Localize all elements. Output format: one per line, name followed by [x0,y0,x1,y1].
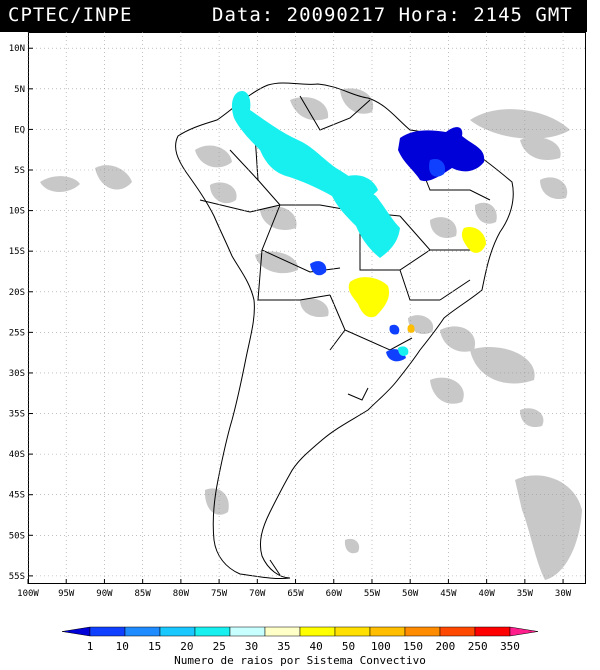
legend-label: 20 [180,640,193,653]
legend-swatch [61,626,91,637]
system-amazon-north-cyan [231,90,400,258]
legend-labels: 1 10 15 20 25 30 35 40 50 100 150 200 250 350 [87,640,520,653]
system-bolivia-blue [310,261,327,276]
legend-label: 50 [342,640,355,653]
system-mato-grosso-sul-yellow [348,277,390,318]
longitude-label: 55W [364,589,381,599]
latitude-label: 10S [9,207,25,217]
longitude-label: 100W [17,589,39,599]
longitude-label: 90W [96,589,113,599]
legend-swatch [124,626,161,637]
latitude-label: 30S [9,369,25,379]
legend-swatch [194,626,231,637]
title-bar: CPTEC/INPE Data: 20090217 Hora: 2145 GMT [0,0,587,32]
cloud-cover-layer [40,88,582,580]
legend-label: 15 [148,640,161,653]
longitude-labels: 100W 95W 90W 85W 80W 75W 70W 65W 60W 55W 50W 45W 40W… [17,579,572,599]
latitude-label: 40S [9,450,25,460]
latitude-label: 5S [14,166,25,176]
latitude-label: 45S [9,491,25,501]
lat-lon-grid [27,32,586,584]
legend-swatch [299,626,336,637]
legend-label: 35 [277,640,290,653]
system-central-brazil-cyan [342,175,378,199]
latitude-label: 55S [9,572,25,582]
legend-swatch [404,626,441,637]
system-santa-catarina-cyan [398,346,409,356]
legend-label: 250 [468,640,488,653]
legend-swatch [369,626,406,637]
legend-swatch [264,626,301,637]
longitude-label: 85W [135,589,152,599]
latitude-label: EQ [14,125,25,135]
legend-swatch [159,626,196,637]
latitude-label: 25S [9,328,25,338]
legend-label: 1 [87,640,94,653]
system-minas-blue [389,324,400,335]
legend-swatch [89,626,126,637]
longitude-label: 65W [287,589,304,599]
legend-swatch [334,626,371,637]
convective-systems [231,90,486,362]
longitude-label: 60W [326,589,343,599]
legend-label: 30 [245,640,258,653]
legend-swatch [439,626,476,637]
longitude-label: 75W [211,589,228,599]
legend-label: 100 [371,640,391,653]
legend-caption: Numero de raios por Sistema Convectivo [174,654,426,667]
latitude-label: 35S [9,410,25,420]
latitude-label: 5N [14,85,25,95]
longitude-label: 30W [555,589,572,599]
longitude-label: 45W [440,589,457,599]
system-northeast-blue-2 [429,158,446,177]
legend-label: 350 [500,640,520,653]
latitude-labels: 10N 5N EQ 5S 10S 15S 20S 25S 30S 35S 40S 45S 50S 55S [9,44,33,582]
date-time-title: Data: 20090217 Hora: 2145 GMT [212,4,573,26]
system-northeast-blue [398,127,485,182]
system-bahia-yellow [461,226,486,253]
longitude-label: 70W [249,589,266,599]
legend-color-bar [61,626,539,637]
longitude-label: 50W [402,589,419,599]
legend-label: 25 [213,640,226,653]
system-sao-paulo-orange [407,324,415,333]
legend-label: 40 [310,640,323,653]
source-title: CPTEC/INPE [8,4,133,26]
longitude-label: 35W [517,589,534,599]
legend-swatch [474,626,511,637]
latitude-label: 20S [9,288,25,298]
longitude-label: 40W [478,589,495,599]
latitude-label: 50S [9,531,25,541]
legend-label: 150 [403,640,423,653]
legend-swatch [229,626,266,637]
legend-label: 200 [435,640,455,653]
legend-swatch [509,626,539,637]
longitude-label: 95W [58,589,75,599]
longitude-label: 80W [173,589,190,599]
latitude-label: 10N [9,44,25,54]
latitude-label: 15S [9,247,25,257]
legend-label: 10 [116,640,129,653]
